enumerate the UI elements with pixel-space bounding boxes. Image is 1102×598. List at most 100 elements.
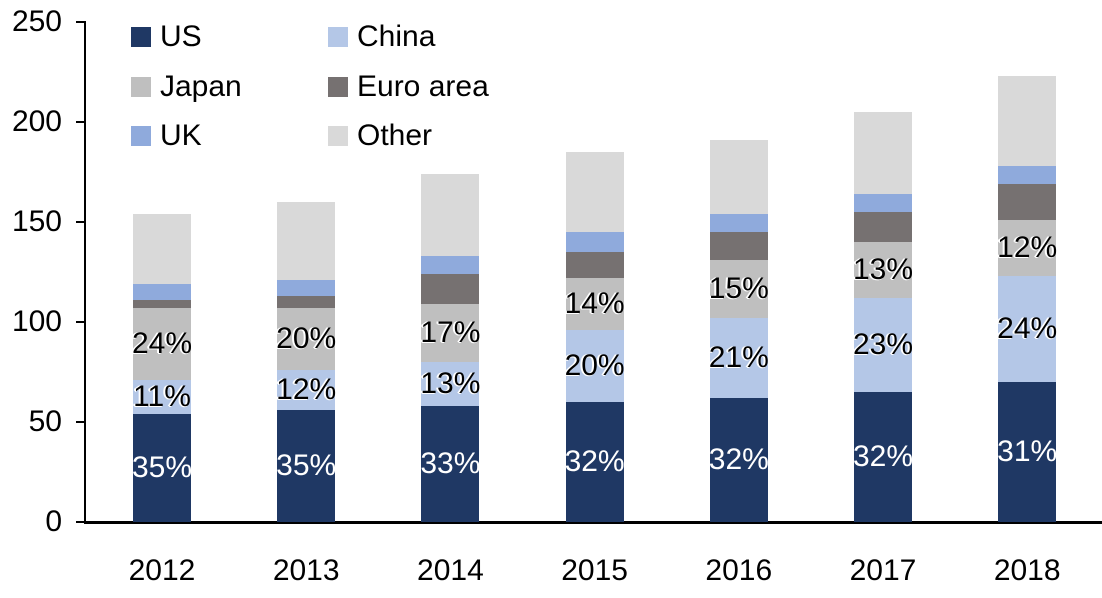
bar-segment-us-2013	[277, 410, 336, 522]
bar-segment-us-2016	[709, 398, 768, 522]
legend-label: Other	[357, 119, 433, 152]
bar-segment-uk-2012	[133, 284, 191, 300]
legend-marker-china-icon	[328, 27, 348, 47]
bar-segment-japan-2014	[421, 304, 480, 362]
legend-marker-japan-icon	[131, 77, 151, 97]
data-label-us-2018: 31%	[997, 435, 1058, 468]
legend-label: US	[160, 20, 202, 53]
bar-segment-us-2014	[421, 406, 480, 522]
y-tick-label: 150	[11, 205, 62, 238]
data-label-us-2014: 33%	[420, 447, 481, 480]
legend-marker-us-icon	[131, 27, 151, 47]
bar-segment-uk-2014	[421, 256, 480, 274]
bar-segment-us-2017	[854, 392, 912, 522]
bar-segment-china-2017	[854, 298, 912, 392]
bar-segment-uk-2017	[854, 194, 912, 212]
data-label-china-2017: 23%	[852, 328, 914, 361]
y-tick-mark	[76, 21, 85, 23]
bar-segment-euro-area-2014	[421, 274, 480, 304]
y-tick-mark	[76, 221, 85, 223]
bar-segment-china-2014	[421, 362, 480, 406]
data-label-japan-2013: 20%	[276, 322, 337, 355]
bar-segment-japan-2013	[277, 308, 336, 370]
bar-segment-other-2015	[565, 152, 624, 232]
bar-segment-other-2017	[854, 112, 912, 194]
x-axis-label-2017: 2017	[849, 554, 917, 587]
y-tick-label: 50	[28, 405, 62, 438]
bar-segment-china-2013	[277, 370, 336, 410]
bar-segment-china-2012	[133, 380, 191, 414]
x-axis-label-2013: 2013	[272, 554, 340, 587]
bar-segment-euro-area-2015	[565, 252, 624, 278]
bar-segment-china-2018	[998, 276, 1057, 382]
legend-item-china: China	[328, 22, 435, 52]
x-axis-label-2014: 2014	[417, 554, 484, 587]
data-label-us-2015: 32%	[564, 445, 625, 478]
data-label-us-2013: 35%	[276, 449, 337, 482]
y-tick-label: 0	[45, 505, 62, 538]
bar-segment-japan-2012	[133, 308, 191, 380]
data-label-china-2013: 12%	[276, 373, 337, 406]
bar-segment-euro-area-2013	[277, 296, 336, 308]
legend-label: Japan	[160, 70, 242, 103]
bar-segment-euro-area-2012	[133, 300, 191, 308]
bar-segment-euro-area-2018	[998, 184, 1057, 220]
legend-item-euro-area: Euro area	[328, 72, 489, 102]
y-tick-label: 250	[11, 5, 62, 38]
bar-segment-other-2016	[709, 140, 768, 214]
bar-segment-us-2015	[565, 402, 624, 522]
data-label-us-2012: 35%	[131, 451, 193, 484]
data-label-us-2016: 32%	[708, 443, 769, 476]
bar-segment-china-2016	[709, 318, 768, 398]
y-tick-mark	[76, 121, 85, 123]
bar-segment-other-2018	[998, 76, 1057, 166]
y-tick-label: 100	[11, 305, 62, 338]
data-label-china-2016: 21%	[708, 341, 769, 374]
bar-segment-us-2018	[998, 382, 1057, 522]
y-tick-mark	[76, 421, 85, 423]
bar-segment-uk-2018	[998, 166, 1057, 184]
data-label-japan-2015: 14%	[564, 287, 625, 320]
x-axis-line	[84, 521, 1102, 524]
legend-label: China	[357, 20, 436, 53]
data-label-japan-2018: 12%	[997, 231, 1058, 264]
legend-marker-other-icon	[328, 126, 348, 146]
bar-segment-japan-2017	[854, 242, 912, 298]
data-label-us-2017: 32%	[852, 440, 914, 473]
legend-marker-uk-icon	[131, 126, 151, 146]
bar-segment-euro-area-2016	[709, 232, 768, 260]
data-label-japan-2017: 13%	[852, 253, 914, 286]
data-label-china-2015: 20%	[564, 349, 625, 382]
y-tick-mark	[76, 521, 85, 523]
legend-marker-euro-area-icon	[328, 77, 348, 97]
y-axis-line	[84, 21, 86, 524]
bar-segment-uk-2013	[277, 280, 336, 296]
data-label-china-2012: 11%	[133, 380, 191, 413]
y-tick-mark	[76, 321, 85, 323]
data-label-japan-2012: 24%	[131, 327, 193, 360]
legend-item-uk: UK	[131, 121, 202, 151]
x-axis-label-2018: 2018	[993, 554, 1061, 587]
legend-label: Euro area	[357, 70, 489, 103]
legend-item-us: US	[131, 22, 202, 52]
bar-segment-euro-area-2017	[854, 212, 912, 242]
data-label-japan-2014: 17%	[420, 316, 481, 349]
legend-item-japan: Japan	[131, 72, 242, 102]
bar-segment-japan-2018	[998, 220, 1057, 276]
bar-segment-us-2012	[133, 414, 191, 522]
y-tick-label: 200	[11, 105, 62, 138]
data-label-japan-2016: 15%	[708, 272, 769, 305]
bar-segment-china-2015	[565, 330, 624, 402]
bar-segment-uk-2015	[565, 232, 624, 252]
data-label-china-2014: 13%	[420, 367, 481, 400]
data-label-china-2018: 24%	[997, 312, 1058, 345]
bar-segment-other-2012	[133, 214, 191, 284]
legend-item-other: Other	[328, 121, 432, 151]
x-axis-label-2015: 2015	[561, 554, 628, 587]
bar-segment-uk-2016	[709, 214, 768, 232]
x-axis-label-2012: 2012	[128, 554, 196, 587]
bar-segment-other-2014	[421, 174, 480, 256]
bar-segment-japan-2015	[565, 278, 624, 330]
x-axis-label-2016: 2016	[705, 554, 773, 587]
